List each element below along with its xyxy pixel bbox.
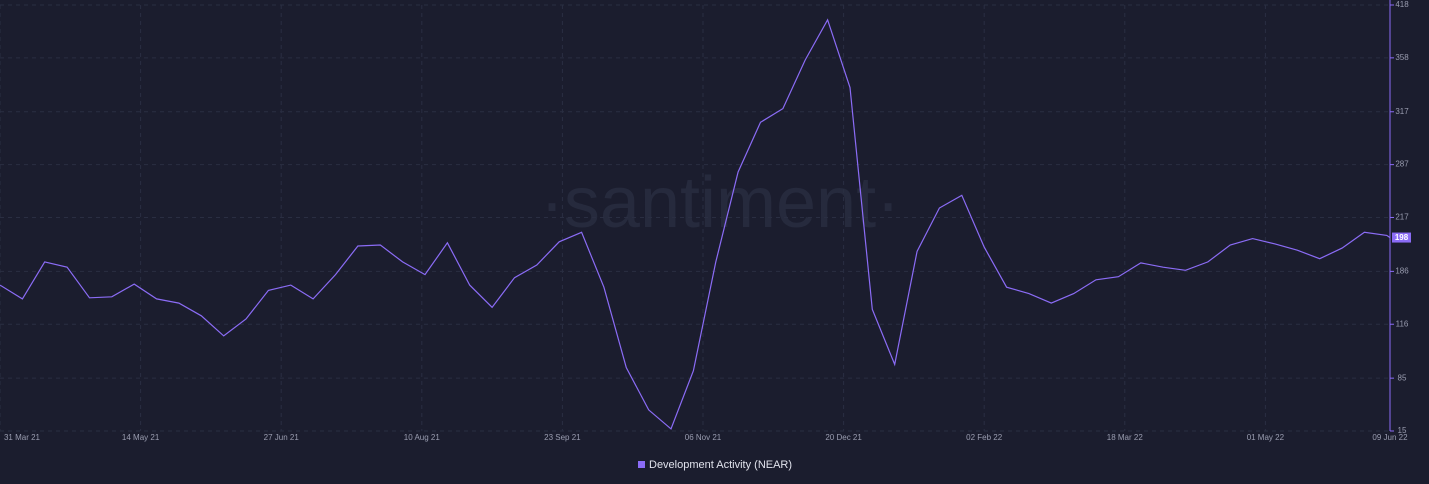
y-tick-label: 317 xyxy=(1395,107,1409,116)
y-tick-label: 418 xyxy=(1395,0,1409,9)
x-tick-label: 20 Dec 21 xyxy=(825,433,862,442)
current-value-box xyxy=(1392,232,1411,243)
x-tick-label: 23 Sep 21 xyxy=(544,433,581,442)
x-tick-label: 09 Jun 22 xyxy=(1372,433,1408,442)
line xyxy=(0,18,1391,430)
x-tick-label: 02 Feb 22 xyxy=(966,433,1003,442)
x-tick-label: 14 May 21 xyxy=(122,433,160,442)
y-tick-label: 287 xyxy=(1395,160,1409,169)
y-tick-label: 358 xyxy=(1395,53,1409,62)
x-tick-label: 10 Aug 21 xyxy=(404,433,441,442)
y-tick-label: 116 xyxy=(1396,319,1409,328)
y-tick-label: 186 xyxy=(1395,266,1409,275)
x-tick-label: 01 May 22 xyxy=(1247,433,1285,442)
legend-label: Development Activity (NEAR) xyxy=(649,459,792,471)
x-tick-label: 27 Jun 21 xyxy=(264,433,300,442)
legend-swatch xyxy=(638,461,645,468)
x-tick-label: 18 Mar 22 xyxy=(1107,433,1144,442)
current-value-label: 198 xyxy=(1395,233,1409,242)
y-tick-label: 85 xyxy=(1398,373,1407,382)
x-tick-label: 31 Mar 21 xyxy=(4,433,41,442)
y-tick-label: 217 xyxy=(1395,213,1409,222)
y-tick-label: 15 xyxy=(1398,426,1407,435)
x-tick-label: 06 Nov 21 xyxy=(685,433,722,442)
watermark: ·santiment· xyxy=(540,163,900,243)
